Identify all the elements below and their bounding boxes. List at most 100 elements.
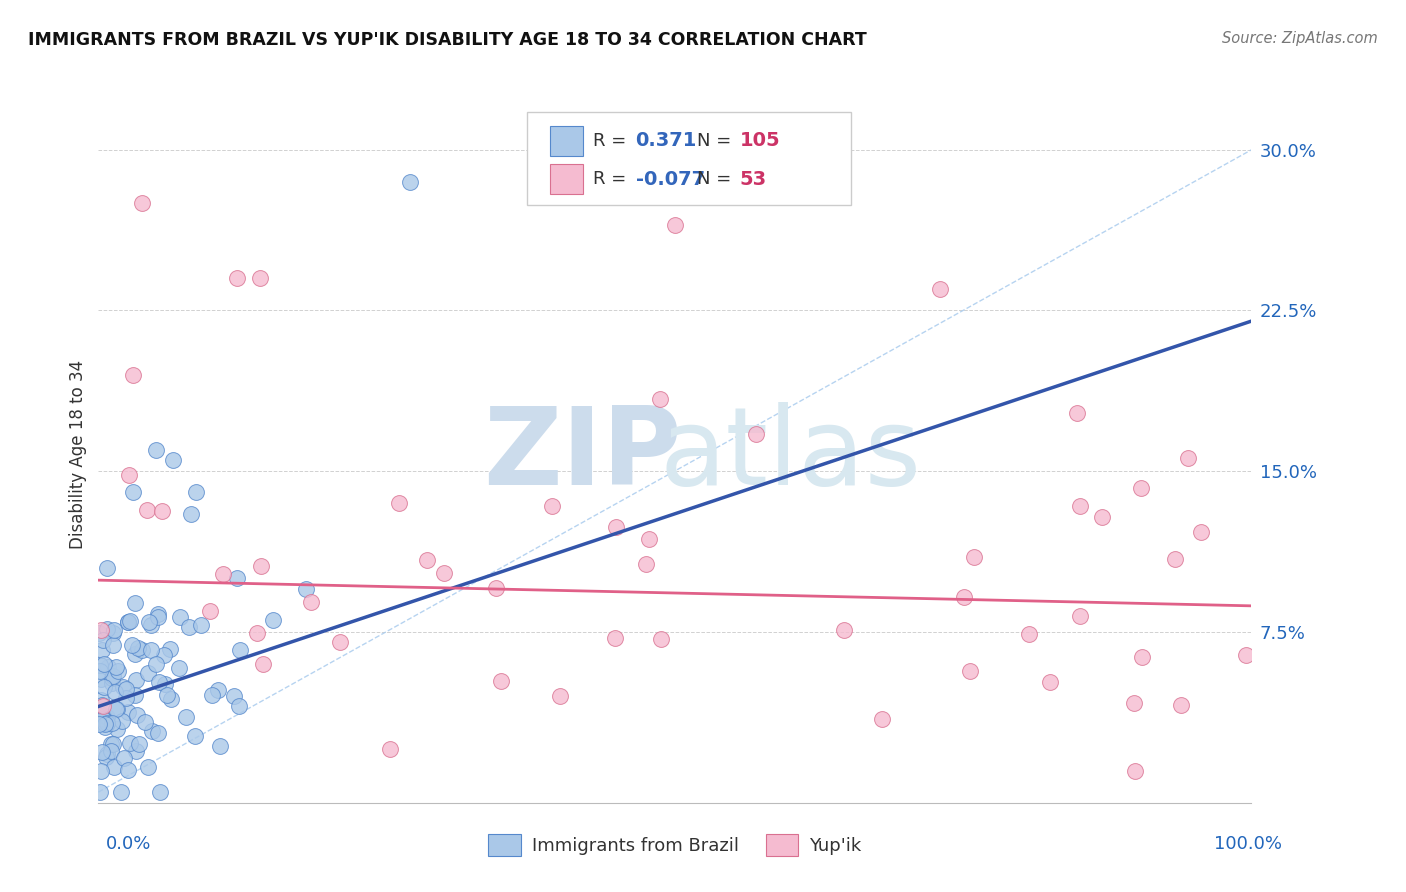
Point [176, 710, 198, 724]
Point [1234, 648, 1257, 663]
Point [156, 688, 179, 702]
Point [1130, 650, 1153, 665]
Point [228, 699, 250, 714]
Point [96, 747, 118, 761]
Point [1122, 696, 1144, 710]
Point [388, 496, 411, 510]
Point [105, 702, 128, 716]
Point [179, 620, 201, 634]
Point [101, 626, 124, 640]
Point [93, 632, 115, 647]
Point [94, 708, 117, 723]
Point [148, 675, 170, 690]
Point [146, 726, 169, 740]
Point [96, 716, 118, 731]
Text: Source: ZipAtlas.com: Source: ZipAtlas.com [1222, 31, 1378, 46]
Point [124, 596, 146, 610]
Point [101, 669, 124, 683]
Point [959, 664, 981, 678]
Point [149, 785, 172, 799]
Point [89, 785, 111, 799]
Point [90, 764, 112, 778]
Point [832, 623, 855, 637]
Point [104, 684, 127, 698]
Point [93, 657, 115, 671]
Point [101, 671, 124, 685]
Point [105, 660, 128, 674]
Point [186, 485, 208, 500]
Point [90, 672, 112, 686]
Point [1018, 627, 1040, 641]
Point [141, 723, 163, 738]
Text: atlas: atlas [659, 402, 921, 508]
Point [246, 626, 269, 640]
Point [146, 607, 169, 621]
Text: ZIP: ZIP [484, 402, 682, 508]
Point [117, 615, 139, 629]
Point [1066, 406, 1088, 420]
Point [145, 657, 167, 672]
Point [134, 714, 156, 729]
Point [111, 680, 134, 694]
Point [153, 677, 176, 691]
Point [91, 698, 114, 712]
Point [146, 610, 169, 624]
Point [638, 533, 661, 547]
Point [139, 618, 162, 632]
Text: 105: 105 [740, 131, 780, 151]
Point [184, 729, 207, 743]
Point [121, 638, 143, 652]
Text: 53: 53 [740, 169, 766, 189]
Point [103, 638, 125, 652]
Point [398, 175, 420, 189]
Point [100, 715, 122, 730]
Point [141, 642, 163, 657]
Point [89, 664, 111, 678]
Point [225, 271, 247, 285]
Point [103, 759, 125, 773]
Point [262, 613, 284, 627]
Point [929, 282, 952, 296]
Point [118, 467, 141, 482]
Point [124, 648, 146, 662]
Text: 0.371: 0.371 [636, 131, 697, 151]
Point [96, 716, 118, 731]
Point [664, 218, 686, 232]
Point [198, 604, 221, 618]
Text: 0.0%: 0.0% [105, 835, 150, 853]
Point [491, 674, 513, 689]
Point [93, 716, 115, 731]
Text: 100.0%: 100.0% [1215, 835, 1282, 853]
Point [93, 713, 115, 727]
Point [105, 702, 128, 716]
Point [93, 680, 115, 694]
Point [91, 698, 114, 713]
Y-axis label: Disability Age 18 to 34: Disability Age 18 to 34 [69, 360, 87, 549]
Point [650, 392, 672, 407]
Point [1123, 764, 1146, 778]
Point [111, 714, 134, 729]
Point [128, 737, 150, 751]
Point [162, 453, 184, 467]
Point [118, 736, 141, 750]
Point [125, 707, 148, 722]
Point [433, 566, 456, 580]
Point [153, 648, 176, 662]
Point [90, 693, 112, 707]
Point [180, 507, 202, 521]
Point [190, 618, 212, 632]
Point [603, 632, 626, 646]
Point [90, 623, 112, 637]
Point [201, 688, 224, 702]
Point [105, 722, 128, 736]
Point [870, 712, 893, 726]
Point [169, 610, 191, 624]
Text: N =: N = [697, 170, 737, 188]
Point [416, 553, 439, 567]
Point [101, 676, 124, 690]
Point [249, 271, 271, 285]
Point [89, 657, 111, 672]
Point [299, 595, 322, 609]
Point [1069, 500, 1091, 514]
Point [107, 664, 129, 678]
